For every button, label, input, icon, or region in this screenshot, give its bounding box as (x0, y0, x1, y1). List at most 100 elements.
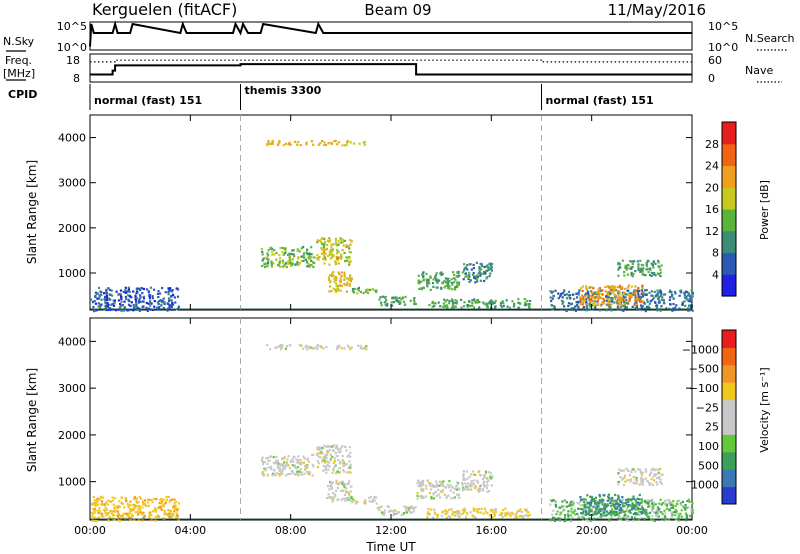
echo-pixel (480, 268, 483, 271)
echo-pixel (329, 285, 332, 288)
echo-pixel (341, 480, 345, 483)
echo-pixel (608, 293, 611, 296)
echo-pixel (164, 291, 167, 294)
echo-pixel (289, 262, 292, 265)
echo-pixel (620, 500, 623, 503)
echo-pixel (145, 306, 148, 309)
echo-pixel (128, 290, 131, 293)
echo-pixel (281, 344, 284, 347)
echo-pixel (661, 298, 664, 302)
echo-pixel (107, 308, 110, 311)
echo-pixel (486, 484, 489, 487)
echo-pixel (456, 271, 459, 274)
echo-pixel (398, 296, 401, 300)
echo-pixel (674, 292, 677, 295)
echo-pixel (579, 296, 582, 299)
echo-pixel (552, 499, 555, 502)
echo-pixel (275, 461, 278, 464)
echo-pixel (345, 277, 349, 280)
echo-pixel (581, 515, 584, 518)
echo-pixel (472, 473, 475, 476)
echo-pixel (460, 513, 463, 516)
echo-pixel (554, 500, 557, 503)
echo-pixel (437, 488, 440, 491)
echo-pixel (167, 512, 170, 515)
echo-pixel (661, 296, 664, 299)
echo-pixel (157, 296, 160, 299)
echo-pixel (418, 287, 421, 290)
echo-pixel (409, 505, 412, 508)
echo-pixel (626, 302, 630, 305)
echo-pixel (345, 487, 348, 490)
echo-pixel (336, 143, 339, 146)
echo-pixel (160, 505, 163, 508)
echo-pixel (636, 508, 639, 511)
echo-pixel (422, 286, 425, 289)
echo-pixel (617, 483, 620, 486)
colorbar-swatch (722, 364, 736, 383)
echo-pixel (151, 501, 154, 504)
echo-pixel (431, 484, 434, 487)
echo-pixel (511, 300, 514, 303)
echo-pixel (589, 509, 592, 512)
echo-pixel (676, 512, 679, 515)
echo-pixel (656, 294, 659, 297)
echo-pixel (346, 281, 349, 284)
echo-pixel (574, 513, 577, 516)
echo-pixel (605, 504, 608, 507)
echo-pixel (608, 305, 611, 309)
echo-pixel (641, 286, 644, 289)
echo-pixel (587, 293, 590, 296)
echo-pixel (669, 296, 672, 299)
nave-label: Nave (745, 64, 773, 77)
echo-pixel (482, 482, 485, 485)
echo-pixel (685, 514, 688, 517)
echo-pixel (335, 482, 338, 485)
echo-pixel (327, 496, 331, 499)
echo-pixel (339, 450, 342, 453)
echo-pixel (150, 518, 153, 522)
echo-pixel (455, 300, 458, 303)
echo-pixel (296, 248, 299, 251)
echo-pixel (336, 257, 339, 260)
echo-pixel (310, 256, 313, 259)
echo-pixel (273, 249, 276, 252)
echo-pixel (634, 285, 637, 288)
echo-pixel (447, 486, 451, 489)
echo-pixel (570, 308, 573, 312)
echo-pixel (308, 473, 311, 476)
echo-pixel (373, 496, 376, 499)
echo-pixel (104, 301, 107, 304)
echo-pixel (565, 501, 568, 504)
echo-pixel (98, 295, 101, 298)
echo-pixel (641, 304, 644, 308)
y-tick-label: 1000 (58, 267, 86, 280)
echo-pixel (122, 309, 126, 312)
echo-pixel (441, 484, 444, 487)
echo-pixel (630, 516, 633, 519)
echo-pixel (641, 483, 644, 486)
echo-pixel (641, 272, 644, 275)
echo-pixel (654, 301, 657, 304)
echo-pixel (320, 451, 323, 454)
echo-pixel (594, 510, 597, 513)
echo-pixel (291, 249, 294, 252)
echo-pixel (649, 499, 652, 502)
echo-pixel (640, 510, 643, 514)
echo-pixel (650, 505, 653, 508)
echo-pixel (589, 286, 592, 289)
echo-pixel (652, 504, 655, 507)
echo-pixel (636, 507, 640, 510)
echo-pixel (316, 254, 319, 257)
echo-pixel (621, 498, 624, 501)
freq-panel-frame (89, 53, 693, 83)
echo-pixel (628, 295, 631, 298)
echo-pixel (448, 302, 451, 305)
echo-pixel (274, 474, 277, 477)
echo-pixel (633, 476, 637, 479)
echo-pixel (586, 519, 589, 522)
echo-pixel (623, 301, 626, 304)
echo-pixel (97, 297, 100, 300)
echo-pixel (618, 297, 621, 300)
echo-pixel (174, 301, 177, 304)
